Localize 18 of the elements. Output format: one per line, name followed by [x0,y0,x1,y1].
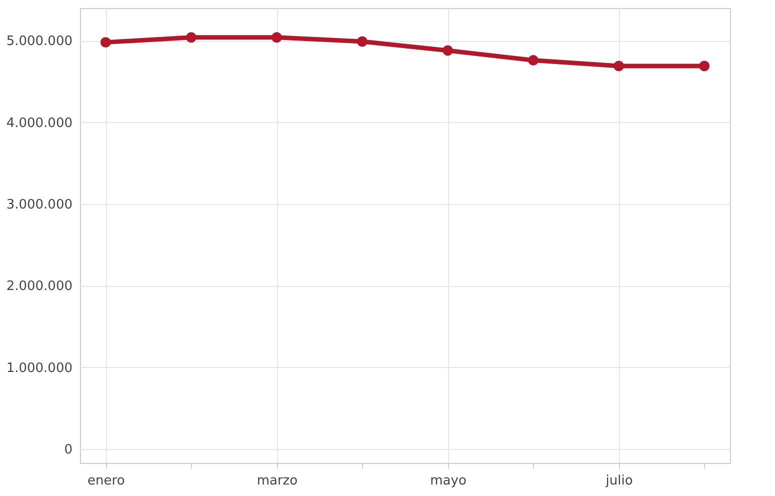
x-tick-label: marzo [256,474,298,488]
y-tick-label: 1.000.000 [6,360,72,376]
y-tick-label: 4.000.000 [6,116,72,131]
point [356,36,368,47]
y-tick-label: 5.000.000 [6,34,72,50]
point [271,32,282,43]
x-tick-label: mayo [430,474,466,488]
point [186,32,196,43]
y-tick-label: 2.000.000 [6,279,72,294]
x-tick-label: julio [604,474,633,488]
point [614,60,624,72]
point [100,37,111,48]
point [442,45,454,56]
y-tick-label: 0 [64,442,72,458]
y-tick-label: 3.000.000 [6,198,72,213]
point [699,60,710,72]
point [528,55,539,66]
x-tick-label: enero [88,474,125,488]
